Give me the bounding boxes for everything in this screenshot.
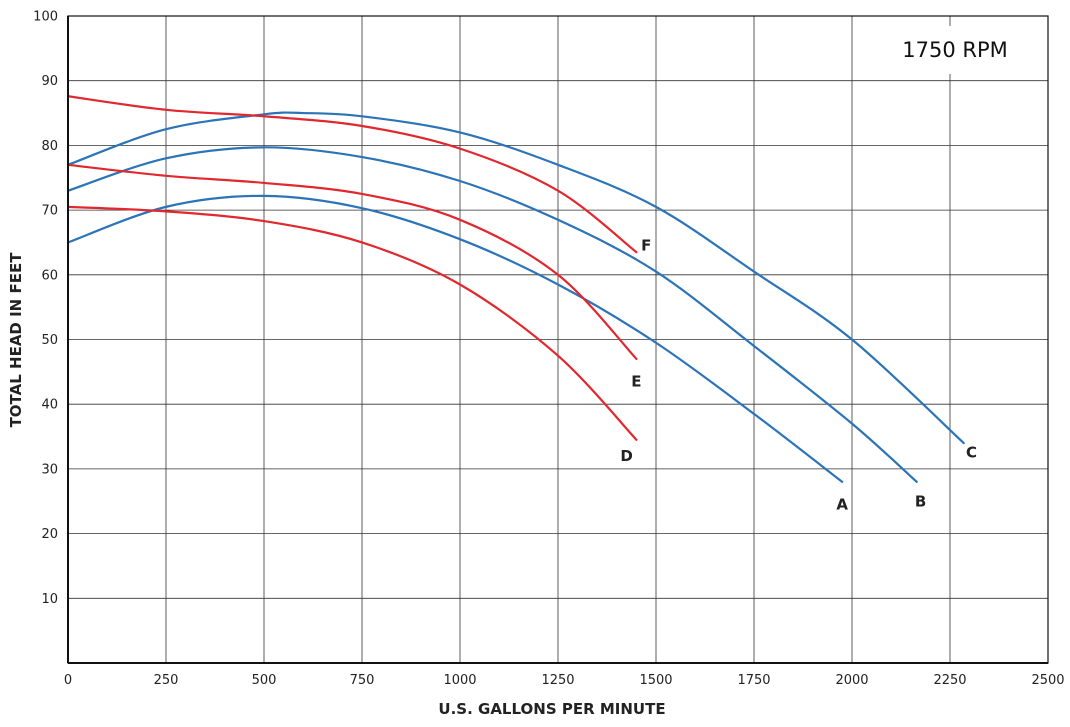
curve-b-line bbox=[66, 146, 918, 483]
grid-layer bbox=[68, 16, 1048, 663]
x-tick-label: 750 bbox=[350, 673, 375, 688]
x-tick-label: 2000 bbox=[835, 673, 868, 688]
y-tick-label: 10 bbox=[41, 592, 58, 607]
y-tick-label: 100 bbox=[33, 10, 58, 25]
chart-title: 1750 RPM bbox=[902, 38, 1008, 62]
curve-e-line bbox=[66, 163, 638, 361]
y-tick-label: 20 bbox=[41, 527, 58, 542]
curve-label-f: F bbox=[641, 237, 651, 255]
x-axis-title: U.S. GALLONS PER MINUTE bbox=[438, 700, 665, 718]
curve-c-line bbox=[66, 111, 965, 445]
tick-layer: 0 250 500 750 1000 1250 1500 1750 2000 2250 2500 10… bbox=[33, 10, 1064, 689]
y-tick-label: 50 bbox=[41, 333, 58, 348]
curve-label-c: C bbox=[966, 444, 977, 462]
curve-label-a: A bbox=[836, 495, 848, 513]
rpm-label-background bbox=[884, 26, 1024, 74]
y-axis-title: TOTAL HEAD IN FEET bbox=[7, 252, 25, 428]
curve-label-b: B bbox=[915, 492, 926, 510]
x-tick-label: 1500 bbox=[639, 673, 672, 688]
x-tick-label: 1750 bbox=[737, 673, 770, 688]
y-tick-label: 40 bbox=[41, 398, 58, 413]
x-tick-label: 2250 bbox=[933, 673, 966, 688]
y-tick-label: 80 bbox=[41, 139, 58, 154]
y-tick-label: 90 bbox=[41, 74, 58, 89]
x-tick-label: 1250 bbox=[541, 673, 574, 688]
curve-label-e: E bbox=[631, 373, 641, 391]
frame-layer bbox=[67, 15, 1049, 664]
y-tick-label: 60 bbox=[41, 268, 58, 283]
y-tick-label: 70 bbox=[41, 204, 58, 219]
curve-label-d: D bbox=[620, 447, 632, 465]
series-layer bbox=[66, 95, 965, 483]
x-tick-label: 0 bbox=[64, 673, 72, 688]
curve-f-line bbox=[66, 95, 638, 254]
x-tick-label: 500 bbox=[252, 673, 277, 688]
x-tick-label: 2500 bbox=[1031, 673, 1064, 688]
x-tick-label: 1000 bbox=[443, 673, 476, 688]
y-tick-label: 30 bbox=[41, 462, 58, 477]
x-tick-label: 250 bbox=[154, 673, 179, 688]
curve-a-line bbox=[66, 194, 844, 483]
curve-label-layer: A B C D E F bbox=[620, 237, 977, 514]
curve-d-line bbox=[66, 205, 638, 441]
